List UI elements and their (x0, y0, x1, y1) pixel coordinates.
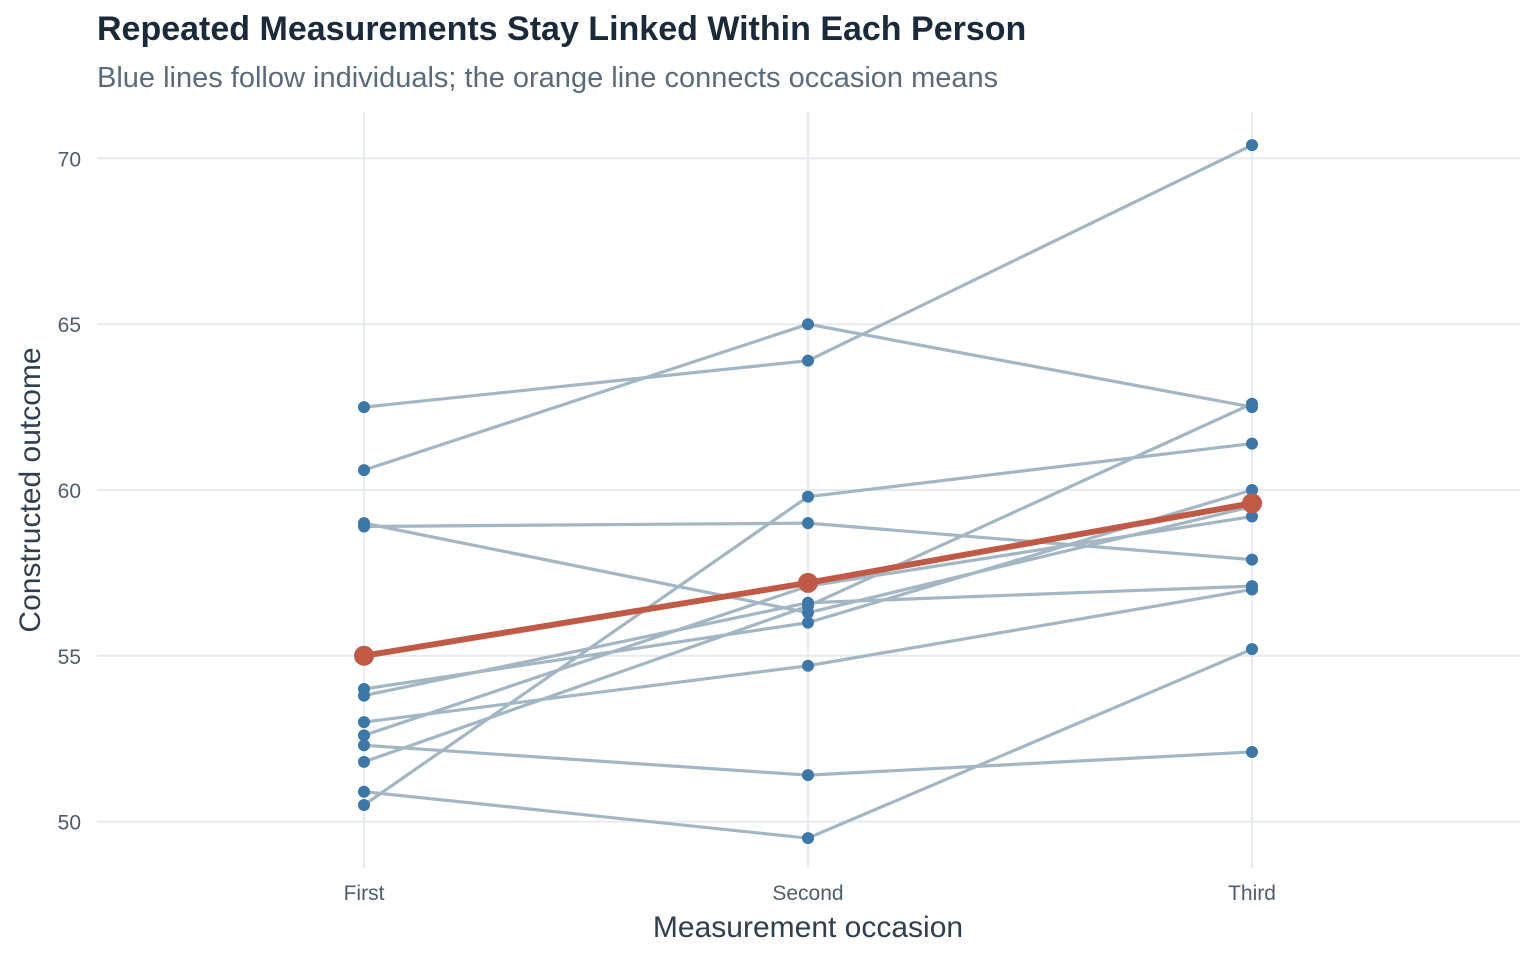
individual-point (1246, 484, 1258, 496)
y-tick-label: 65 (58, 314, 81, 337)
individual-point (1246, 139, 1258, 152)
individual-point (358, 729, 370, 742)
individual-point (358, 689, 370, 702)
individual-point (1246, 643, 1258, 656)
individual-point (802, 517, 814, 530)
individual-point (358, 785, 370, 798)
gridlines (97, 112, 1520, 868)
mean-point (354, 645, 374, 666)
individual-point (802, 600, 814, 613)
y-tick-label: 55 (58, 646, 81, 669)
y-axis-title: Constructed outcome (14, 347, 47, 632)
x-axis-title: Measurement occasion (653, 911, 963, 944)
individual-point (1246, 437, 1258, 450)
individual-point (1246, 583, 1258, 596)
individual-point (802, 659, 814, 672)
x-tick-label: Second (772, 882, 843, 905)
mean-point (1242, 493, 1262, 514)
individual-point (358, 464, 370, 477)
y-tick-label: 60 (58, 480, 81, 503)
chart-subtitle: Blue lines follow individuals; the orang… (97, 62, 999, 94)
individual-point (358, 520, 370, 533)
individual-point (358, 401, 370, 414)
y-tick-labels: 50 55 60 65 70 (58, 148, 81, 834)
x-tick-label: First (344, 882, 385, 905)
x-tick-label: Third (1228, 882, 1276, 905)
individual-point (358, 716, 370, 729)
individual-point (802, 616, 814, 629)
individual-point (358, 755, 370, 768)
y-tick-label: 70 (58, 148, 81, 171)
chart-title: Repeated Measurements Stay Linked Within… (97, 10, 1027, 48)
individual-point (802, 769, 814, 782)
individual-point (358, 799, 370, 811)
individual-point (802, 490, 814, 503)
individual-point (358, 739, 370, 752)
individual-point (1246, 510, 1258, 523)
individual-point (802, 832, 814, 845)
mean-point (798, 572, 818, 593)
mean-series (354, 493, 1262, 666)
y-tick-label: 50 (58, 812, 81, 835)
individual-point (1246, 553, 1258, 566)
individual-point (1246, 745, 1258, 758)
individual-point (802, 354, 814, 367)
individual-point (1246, 397, 1258, 410)
individual-point (802, 318, 814, 331)
x-tick-labels: First Second Third (344, 882, 1276, 905)
